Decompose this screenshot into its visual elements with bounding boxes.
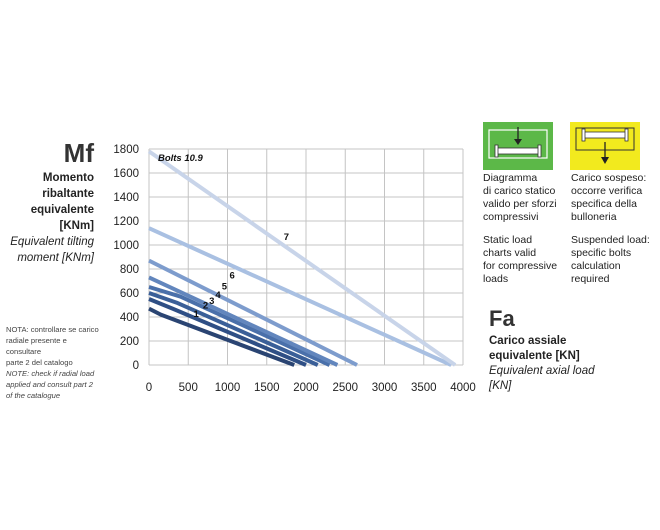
note-it-line3: parte 2 del catalogo	[6, 358, 73, 367]
series-line-3	[148, 291, 319, 367]
x-label-en-line1: Equivalent axial load	[489, 365, 595, 377]
x-tick-label: 1000	[215, 382, 241, 394]
radial-load-note: NOTA: controllare se carico radiale pres…	[6, 324, 102, 401]
note-en-line3: of the catalogue	[6, 391, 61, 400]
note-it-line2: radiale presente e consultare	[6, 336, 67, 356]
curve-label-5: 5	[222, 281, 228, 292]
y-tick-label: 600	[120, 288, 139, 300]
note-en-line2: applied and consult part 2	[6, 380, 93, 389]
curve-label-1: 1	[193, 309, 199, 320]
y-tick-label: 1000	[113, 240, 139, 252]
y-tick-label: 400	[120, 312, 139, 324]
suspended-it-line2: occorre verifica	[571, 185, 643, 197]
x-axis-label: Carico assiale equivalente [KN] Equivale…	[489, 334, 595, 394]
y-label-it-line2: ribaltante	[42, 188, 94, 200]
chart-grid	[148, 148, 464, 366]
y-tick-label: 1600	[113, 168, 139, 180]
suspended-en-line3: calculation	[571, 260, 621, 272]
y-tick-label: 1800	[113, 144, 139, 156]
y-tick-label: 200	[120, 336, 139, 348]
suspended-it-line1: Carico sospeso:	[571, 172, 647, 184]
series-line-6	[148, 258, 358, 367]
chart-ticks: 0 500 1000 1500 2000 2500 3000 3500 4000 0 200 400 6…	[113, 144, 475, 394]
series-line-4	[148, 285, 331, 367]
x-tick-label: 0	[146, 382, 152, 394]
x-tick-label: 3000	[372, 382, 398, 394]
series-line-8	[147, 149, 457, 367]
y-label-en-line2: moment [KNm]	[17, 252, 94, 264]
compressive-it-line2: di carico statico	[483, 185, 556, 197]
series-line-5	[148, 275, 339, 367]
x-axis-symbol: Fa	[489, 306, 515, 331]
series-line-1	[148, 306, 295, 367]
y-tick-label: 1200	[113, 216, 139, 228]
y-tick-label: 0	[133, 360, 139, 372]
compressive-en-line3: for compressive	[483, 260, 558, 272]
compressive-load-icon	[483, 122, 553, 170]
y-label-en-line1: Equivalent tilting	[10, 236, 94, 248]
x-tick-label: 2500	[332, 382, 358, 394]
x-tick-label: 4000	[450, 382, 476, 394]
x-tick-label: 500	[179, 382, 198, 394]
series-line-7	[148, 226, 453, 367]
suspended-en-line2: specific bolts	[571, 247, 632, 259]
suspended-en-line1: Suspended load:	[571, 234, 650, 246]
x-tick-label: 2000	[293, 382, 319, 394]
compressive-en-line1: Static load	[483, 234, 533, 246]
bolts-annotation: Bolts 10.9	[158, 153, 204, 164]
x-label-it-line2: equivalente [KN]	[489, 350, 580, 362]
suspended-it-line4: bulloneria	[571, 211, 617, 223]
curve-label-6: 6	[230, 271, 235, 282]
x-label-en-line2: [KN]	[489, 380, 512, 392]
chart-series	[147, 149, 457, 367]
compressive-en-line4: loads	[483, 273, 509, 285]
curve-label-7: 7	[284, 232, 289, 243]
y-axis-symbol: Mf	[63, 138, 94, 168]
compressive-it-line3: valido per sforzi	[483, 198, 557, 210]
compressive-en-line2: charts valid	[483, 247, 537, 259]
y-label-unit: [KNm]	[59, 220, 95, 232]
curve-label-3: 3	[209, 296, 214, 307]
y-label-it-line1: Momento	[42, 172, 94, 184]
y-tick-label: 800	[120, 264, 139, 276]
suspended-load-icon	[570, 122, 640, 170]
suspended-en-line4: required	[571, 273, 610, 285]
x-label-it-line1: Carico assiale	[489, 335, 567, 347]
x-tick-label: 3500	[411, 382, 437, 394]
curve-label-2: 2	[203, 301, 208, 312]
suspended-legend-text: Carico sospeso: occorre verifica specifi…	[571, 172, 659, 286]
note-it-line1: NOTA: controllare se carico	[6, 325, 99, 334]
y-axis-label: Momento ribaltante equivalente [KNm] Equ…	[0, 170, 94, 266]
compressive-it-line4: compressivi	[483, 211, 539, 223]
compressive-it-line1: Diagramma	[483, 172, 538, 184]
y-label-it-line3: equivalente	[30, 204, 94, 216]
compressive-legend-text: Diagramma di carico statico valido per s…	[483, 172, 569, 286]
y-tick-label: 1400	[113, 192, 139, 204]
suspended-it-line3: specifica della	[571, 198, 637, 210]
x-tick-label: 1500	[254, 382, 280, 394]
curve-label-4: 4	[215, 290, 221, 301]
note-en-line1: NOTE: check if radial load	[6, 369, 95, 378]
series-line-2	[148, 297, 307, 367]
